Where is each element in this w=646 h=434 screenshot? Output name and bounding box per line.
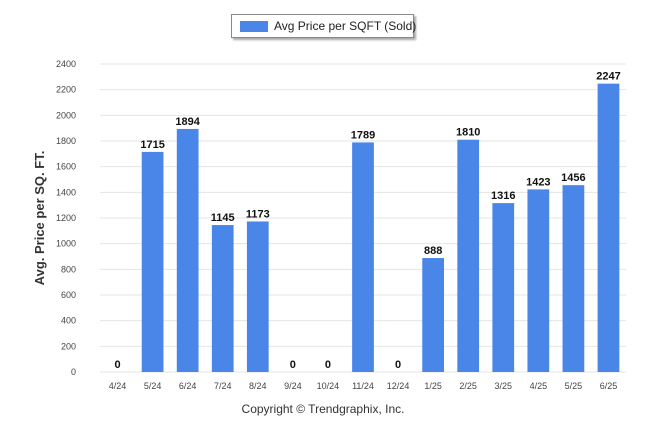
- bar-7-24: [211, 225, 234, 372]
- bar-4-25: [527, 189, 550, 372]
- bar-11-24: [352, 142, 374, 372]
- bar-8-24: [246, 221, 269, 372]
- data-label: 1423: [526, 176, 550, 188]
- data-label: 0: [114, 359, 120, 371]
- y-tick-label: 2000: [56, 110, 76, 120]
- y-axis-label: Avg. Price per SQ. FT.: [32, 151, 47, 286]
- legend-swatch: [240, 20, 268, 32]
- y-tick-label: 800: [61, 264, 76, 274]
- x-tick-label: 2/25: [459, 381, 477, 391]
- x-tick-label: 12/24: [387, 381, 410, 391]
- data-label: 1145: [211, 212, 235, 224]
- y-tick-label: 1000: [56, 239, 76, 249]
- bar-3-25: [492, 203, 515, 372]
- data-label: 1789: [351, 129, 375, 141]
- x-tick-label: 4/24: [109, 381, 127, 391]
- x-tick-label: 3/25: [495, 381, 513, 391]
- x-tick-label: 1/25: [424, 381, 442, 391]
- y-axis-ticks: 0 200 400 600 800 1000 1200 1400 1600 1800 2000 220…: [56, 59, 76, 377]
- x-tick-label: 11/24: [352, 381, 374, 391]
- data-label: 1173: [246, 208, 270, 220]
- y-tick-label: 1600: [56, 162, 76, 172]
- y-tick-label: 200: [61, 341, 76, 351]
- bar-6-25: [597, 83, 620, 372]
- bar-5-25: [562, 185, 585, 372]
- data-label: 0: [395, 359, 401, 371]
- copyright-footer: Copyright © Trendgraphix, Inc.: [241, 402, 405, 416]
- x-tick-label: 8/24: [249, 381, 267, 391]
- bar-1-25: [422, 258, 445, 372]
- data-label: 1810: [456, 127, 480, 139]
- y-tick-label: 1800: [56, 136, 76, 146]
- data-label: 1456: [561, 172, 585, 184]
- data-label: 0: [325, 359, 331, 371]
- x-tick-label: 9/24: [284, 381, 302, 391]
- data-label: 888: [424, 245, 442, 257]
- y-tick-label: 0: [71, 367, 76, 377]
- y-tick-label: 400: [61, 316, 76, 326]
- x-tick-label: 7/24: [214, 381, 232, 391]
- x-tick-label: 5/25: [565, 381, 583, 391]
- data-label: 1894: [175, 116, 200, 128]
- x-tick-label: 10/24: [317, 381, 340, 391]
- y-tick-label: 600: [61, 290, 76, 300]
- legend-label: Avg Price per SQFT (Sold): [274, 19, 417, 33]
- bars: [141, 83, 620, 372]
- x-tick-label: 5/24: [144, 381, 162, 391]
- x-axis-ticks: 4/24 5/24 6/24 7/24 8/24 9/24 10/24 11/24 12/24 1…: [109, 381, 617, 391]
- legend: Avg Price per SQFT (Sold): [231, 14, 417, 38]
- data-label: 1715: [140, 139, 164, 151]
- y-tick-label: 1200: [56, 213, 76, 223]
- data-label: 0: [290, 359, 296, 371]
- bar-2-25: [457, 139, 480, 372]
- data-label: 1316: [491, 190, 515, 202]
- y-tick-label: 2400: [56, 59, 76, 69]
- y-tick-label: 2200: [56, 85, 76, 95]
- bar-5-24: [141, 151, 164, 372]
- x-tick-label: 6/24: [179, 381, 197, 391]
- data-label: 2247: [596, 71, 620, 83]
- x-tick-label: 4/25: [530, 381, 548, 391]
- x-tick-label: 6/25: [600, 381, 618, 391]
- bar-6-24: [176, 128, 199, 372]
- y-tick-label: 1400: [56, 187, 76, 197]
- data-labels: 0 1715 1894 1145 1173 0 0 1789 0 888 1810 1316 1423 1…: [114, 71, 620, 371]
